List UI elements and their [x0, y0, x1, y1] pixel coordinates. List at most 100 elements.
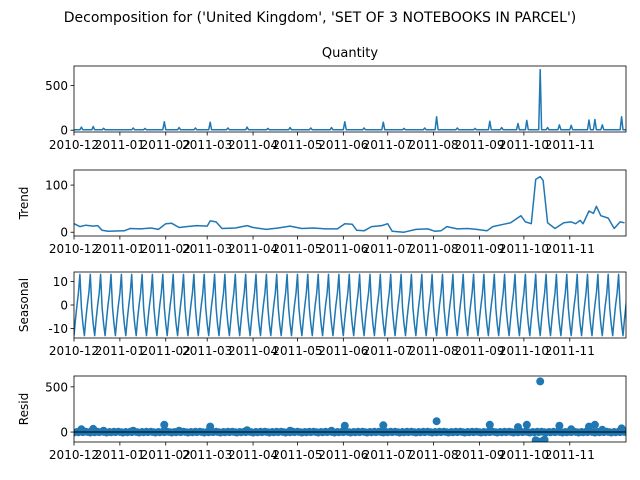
x-tick-label: 2011-05: [272, 344, 322, 358]
x-tick-label: 2011-08: [409, 138, 459, 152]
resid-point: [432, 417, 441, 426]
x-tick-label: 2011-11: [545, 344, 595, 358]
series-line-seasonal: [74, 273, 626, 337]
x-tick-label: 2011-06: [318, 448, 368, 462]
y-tick-label: 0: [60, 299, 68, 313]
x-tick-label: 2011-08: [409, 344, 459, 358]
series-line-trend: [74, 175, 625, 233]
y-axis-label-trend: Trend: [17, 187, 31, 221]
x-tick-label: 2010-12: [49, 448, 99, 462]
x-tick-label: 2011-05: [272, 138, 322, 152]
x-tick-label: 2011-04: [228, 448, 278, 462]
axes-frame-trend: [73, 169, 627, 237]
resid-point: [327, 426, 336, 435]
axes-frame-resid: [73, 375, 627, 443]
x-tick-label: 2011-05: [272, 242, 322, 256]
y-tick-label: 0: [60, 226, 68, 240]
x-tick-label: 2011-01: [95, 242, 145, 256]
resid-point: [129, 426, 138, 435]
plot-area-resid: [74, 377, 626, 442]
x-tick-label: 2010-12: [49, 242, 99, 256]
x-tick-label: 2011-09: [454, 242, 504, 256]
x-tick-label: 2011-05: [272, 448, 322, 462]
resid-point: [485, 420, 494, 429]
figure-suptitle: Decomposition for ('United Kingdom', 'SE…: [64, 10, 577, 26]
x-tick-label: 2011-10: [499, 138, 549, 152]
x-tick-label: 2011-10: [499, 242, 549, 256]
panels: Quantity05002010-122011-012011-022011-03…: [17, 46, 627, 462]
x-tick-label: 2011-01: [95, 138, 145, 152]
x-tick-label: 2011-01: [95, 448, 145, 462]
x-tick-label: 2011-08: [409, 448, 459, 462]
y-tick-label: 0: [60, 124, 68, 138]
resid-point: [590, 420, 599, 429]
x-tick-label: 2011-09: [454, 344, 504, 358]
resid-point: [206, 422, 215, 431]
resid-point: [77, 425, 86, 434]
axes-frame-observed: [73, 65, 627, 133]
x-tick-label: 2011-03: [182, 242, 232, 256]
x-tick-label: 2010-12: [49, 344, 99, 358]
plot-area-trend: [74, 175, 625, 233]
resid-point: [514, 423, 522, 432]
resid-point: [598, 425, 607, 434]
plot-area-seasonal: [74, 273, 626, 337]
y-tick-label: 500: [45, 79, 68, 93]
series-line-quantity: [74, 68, 626, 131]
resid-point: [555, 421, 564, 430]
x-tick-label: 2011-03: [182, 138, 232, 152]
panel-observed: Quantity 0 500 2010-122011-012011-022011-03…: [45, 46, 627, 152]
y-axis-label-seasonal: Seasonal: [17, 278, 31, 332]
panel-title-observed: Quantity: [322, 46, 378, 61]
x-tick-label: 2011-11: [545, 242, 595, 256]
x-tick-label: 2011-02: [141, 448, 191, 462]
x-tick-label: 2011-02: [141, 242, 191, 256]
x-tick-label: 2011-02: [141, 344, 191, 358]
x-tick-label: 2011-09: [454, 448, 504, 462]
panel-resid: Resid05002010-122011-012011-022011-03201…: [17, 375, 627, 462]
x-tick-label: 2011-09: [454, 138, 504, 152]
x-tick-label: 2011-08: [409, 242, 459, 256]
y-tick-label: 10: [53, 275, 68, 289]
x-tick-label: 2011-07: [363, 448, 413, 462]
x-tick-label: 2011-07: [363, 138, 413, 152]
y-tick-label: 500: [45, 380, 68, 394]
x-tick-label: 2011-06: [318, 344, 368, 358]
resid-point: [175, 426, 184, 435]
x-tick-label: 2011-03: [182, 448, 232, 462]
x-tick-label: 2011-11: [545, 448, 595, 462]
resid-point: [379, 421, 388, 430]
x-tick-label: 2011-04: [228, 242, 278, 256]
y-tick-label: -10: [48, 322, 68, 336]
plot-area-observed: [74, 68, 626, 131]
resid-point: [567, 425, 576, 434]
x-tick-label: 2011-07: [363, 242, 413, 256]
x-tick-label: 2011-10: [499, 344, 549, 358]
resid-point: [617, 424, 626, 433]
y-tick-label: 0: [60, 426, 68, 440]
resid-point: [522, 420, 531, 429]
x-tick-label: 2011-01: [95, 344, 145, 358]
x-tick-label: 2011-03: [182, 344, 232, 358]
resid-point: [89, 424, 98, 433]
x-tick-label: 2011-04: [228, 138, 278, 152]
resid-point: [540, 435, 549, 442]
panel-trend: Trend01002010-122011-012011-022011-03201…: [17, 169, 627, 256]
resid-point: [99, 426, 108, 435]
x-tick-label: 2011-11: [545, 138, 595, 152]
x-tick-label: 2010-12: [49, 138, 99, 152]
x-tick-label: 2011-06: [318, 138, 368, 152]
resid-point: [340, 421, 349, 430]
panel-seasonal: Seasonal -100102010-122011-012011-022011-…: [17, 271, 627, 358]
resid-point: [286, 426, 295, 435]
x-tick-label: 2011-10: [499, 448, 549, 462]
x-tick-label: 2011-06: [318, 242, 368, 256]
x-tick-label: 2011-07: [363, 344, 413, 358]
resid-point: [160, 420, 169, 429]
y-axis-label-resid: Resid: [17, 393, 31, 425]
x-tick-label: 2011-02: [141, 138, 191, 152]
resid-point: [536, 377, 545, 386]
y-tick-label: 100: [45, 179, 68, 193]
resid-point: [243, 426, 252, 435]
